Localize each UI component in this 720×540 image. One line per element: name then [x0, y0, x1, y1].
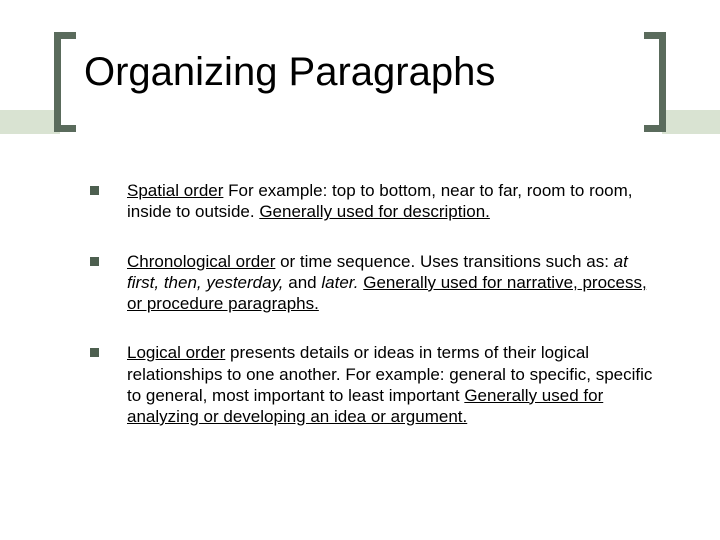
- slide: Organizing Paragraphs Spatial order For …: [0, 0, 720, 540]
- bracket-right-icon: [644, 32, 666, 132]
- content-area: Spatial order For example: top to bottom…: [90, 180, 655, 455]
- bullet-text: Logical order presents details or ideas …: [127, 342, 655, 427]
- body-text: or time sequence. Uses transitions such …: [275, 252, 613, 271]
- bracket-left-icon: [54, 32, 76, 132]
- decor-band-left: [0, 110, 60, 134]
- lead-term: Spatial order: [127, 181, 223, 200]
- list-item: Chronological order or time sequence. Us…: [90, 251, 655, 315]
- list-item: Spatial order For example: top to bottom…: [90, 180, 655, 223]
- slide-title: Organizing Paragraphs: [84, 50, 495, 95]
- bullet-icon: [90, 257, 99, 266]
- lead-term: Chronological order: [127, 252, 275, 271]
- italic-text: later.: [321, 273, 363, 292]
- tail-text: Generally used for description.: [259, 202, 490, 221]
- bullet-icon: [90, 348, 99, 357]
- bullet-icon: [90, 186, 99, 195]
- body-text: and: [288, 273, 321, 292]
- lead-term: Logical order: [127, 343, 225, 362]
- bullet-text: Spatial order For example: top to bottom…: [127, 180, 655, 223]
- decor-band-right: [662, 110, 720, 134]
- bullet-text: Chronological order or time sequence. Us…: [127, 251, 655, 315]
- list-item: Logical order presents details or ideas …: [90, 342, 655, 427]
